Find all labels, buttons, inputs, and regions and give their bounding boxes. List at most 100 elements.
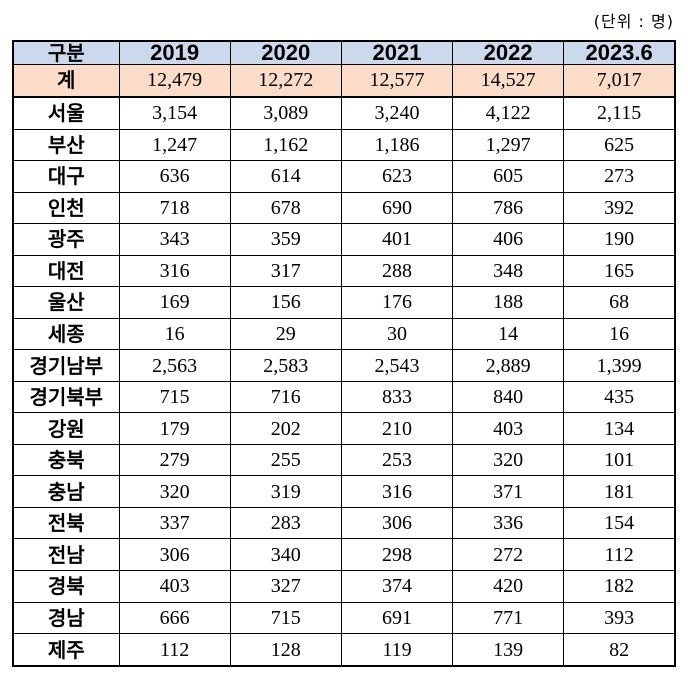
table-cell: 16: [563, 317, 676, 351]
table-cell: 337: [118, 506, 231, 540]
table-row: 충남 320 319 316 371 181: [12, 475, 676, 508]
table-cell: 625: [563, 128, 676, 162]
region-label: 경남: [12, 601, 120, 635]
table-row: 경기남부 2,563 2,583 2,543 2,889 1,399: [12, 349, 676, 382]
table-row: 충북 279 255 253 320 101: [12, 443, 676, 477]
table-header-row: 구분 2019 2020 2021 2022 2023.6: [12, 40, 676, 65]
table-cell: 336: [452, 506, 565, 540]
table-cell: 715: [118, 380, 231, 414]
table-cell: 406: [452, 223, 565, 256]
table-cell: 403: [118, 570, 231, 603]
table-cell: 348: [452, 254, 565, 288]
table-cell: 371: [452, 475, 565, 508]
region-label: 울산: [12, 286, 120, 319]
table-cell: 188: [452, 286, 565, 319]
table-cell: 771: [452, 601, 565, 635]
region-label: 세종: [12, 317, 120, 351]
region-label: 인천: [12, 191, 120, 225]
header-year: 2019: [118, 40, 231, 65]
table-cell: 678: [229, 191, 342, 225]
table-cell: 316: [340, 475, 454, 508]
table-cell: 12,272: [229, 63, 342, 98]
table-cell: 272: [452, 538, 565, 571]
table-cell: 176: [340, 286, 454, 319]
table-cell: 179: [118, 412, 231, 445]
table-cell: 283: [229, 506, 342, 540]
table-row: 대구 636 614 623 605 273: [12, 160, 676, 193]
table-cell: 1,162: [229, 128, 342, 162]
table-cell: 210: [340, 412, 454, 445]
table-cell: 393: [563, 601, 676, 635]
region-label: 강원: [12, 412, 120, 445]
table-cell: 273: [563, 160, 676, 193]
table-cell: 2,583: [229, 349, 342, 382]
table-cell: 666: [118, 601, 231, 635]
table-cell: 101: [563, 443, 676, 477]
table-row: 전남 306 340 298 272 112: [12, 538, 676, 571]
table-cell: 14: [452, 317, 565, 351]
table-cell: 343: [118, 223, 231, 256]
table-cell: 181: [563, 475, 676, 508]
table-row-total: 계 12,479 12,272 12,577 14,527 7,017: [12, 63, 676, 98]
table-cell: 288: [340, 254, 454, 288]
table-cell: 614: [229, 160, 342, 193]
region-label: 부산: [12, 128, 120, 162]
table-row: 세종 16 29 30 14 16: [12, 317, 676, 351]
region-label: 대구: [12, 160, 120, 193]
table-cell: 435: [563, 380, 676, 414]
table-cell: 16: [118, 317, 231, 351]
table-cell: 1,247: [118, 128, 231, 162]
table-cell: 156: [229, 286, 342, 319]
table-row: 서울 3,154 3,089 3,240 4,122 2,115: [12, 96, 676, 130]
table-cell: 359: [229, 223, 342, 256]
region-label: 계: [12, 63, 120, 98]
table-cell: 374: [340, 570, 454, 603]
table-cell: 29: [229, 317, 342, 351]
table-row: 대전 316 317 288 348 165: [12, 254, 676, 288]
table-cell: 3,154: [118, 96, 231, 130]
table-cell: 636: [118, 160, 231, 193]
table-row: 울산 169 156 176 188 68: [12, 286, 676, 319]
table-cell: 833: [340, 380, 454, 414]
table-cell: 786: [452, 191, 565, 225]
header-category: 구분: [12, 40, 120, 65]
table-cell: 7,017: [563, 63, 676, 98]
header-year: 2020: [229, 40, 342, 65]
table-cell: 2,563: [118, 349, 231, 382]
table-cell: 165: [563, 254, 676, 288]
table-cell: 2,543: [340, 349, 454, 382]
region-label: 대전: [12, 254, 120, 288]
table-cell: 112: [118, 633, 231, 667]
table-cell: 306: [118, 538, 231, 571]
table-cell: 623: [340, 160, 454, 193]
table-cell: 317: [229, 254, 342, 288]
table-cell: 12,479: [118, 63, 231, 98]
header-year: 2021: [340, 40, 454, 65]
statistics-table: 구분 2019 2020 2021 2022 2023.6 계 12,479 12,…: [12, 40, 676, 667]
table-cell: 202: [229, 412, 342, 445]
table-cell: 12,577: [340, 63, 454, 98]
table-cell: 1,297: [452, 128, 565, 162]
table-cell: 306: [340, 506, 454, 540]
region-label: 제주: [12, 633, 120, 667]
table-cell: 1,399: [563, 349, 676, 382]
region-label: 충남: [12, 475, 120, 508]
table-cell: 401: [340, 223, 454, 256]
table-cell: 319: [229, 475, 342, 508]
table-cell: 112: [563, 538, 676, 571]
table-cell: 190: [563, 223, 676, 256]
table-cell: 3,089: [229, 96, 342, 130]
table-row: 경기북부 715 716 833 840 435: [12, 380, 676, 414]
table-cell: 4,122: [452, 96, 565, 130]
table-cell: 715: [229, 601, 342, 635]
table-row: 광주 343 359 401 406 190: [12, 223, 676, 256]
region-label: 경북: [12, 570, 120, 603]
table-row: 전북 337 283 306 336 154: [12, 506, 676, 540]
table-cell: 327: [229, 570, 342, 603]
table-cell: 253: [340, 443, 454, 477]
region-label: 충북: [12, 443, 120, 477]
table-cell: 718: [118, 191, 231, 225]
table-cell: 119: [340, 633, 454, 667]
table-body: 계 12,479 12,272 12,577 14,527 7,017 서울 3,154 3,0…: [12, 63, 676, 667]
table-cell: 298: [340, 538, 454, 571]
